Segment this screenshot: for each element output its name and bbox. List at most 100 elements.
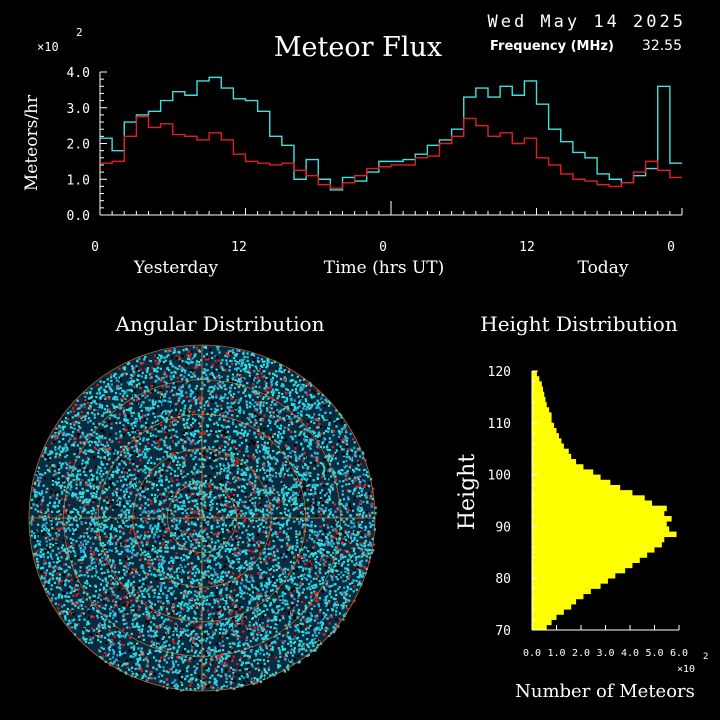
angular-dot (347, 572, 350, 575)
angular-dot (208, 581, 211, 584)
angular-dot (95, 471, 99, 474)
angular-dot (292, 572, 295, 575)
angular-dot (315, 536, 318, 539)
angular-dot (362, 511, 365, 514)
angular-dot (53, 569, 56, 572)
angular-dot (357, 505, 360, 508)
angular-dot (209, 508, 212, 512)
angular-dot (213, 430, 216, 433)
angular-dot (278, 412, 281, 415)
angular-dot (202, 410, 205, 414)
angular-dot (347, 498, 350, 501)
angular-dot (185, 667, 189, 670)
angular-dot (213, 369, 216, 372)
angular-dot (134, 598, 138, 602)
angular-dot (82, 470, 86, 473)
angular-dot (360, 526, 363, 530)
angular-dot (265, 447, 268, 451)
angular-dot (150, 376, 153, 379)
angular-dot (335, 575, 338, 579)
angular-dot (330, 616, 333, 619)
angular-dot (162, 464, 165, 468)
angular-dot (176, 376, 179, 380)
angular-dot (348, 540, 352, 543)
angular-dot (157, 515, 160, 518)
angular-dot (273, 627, 276, 630)
angular-dot (244, 429, 247, 432)
angular-dot (211, 356, 214, 360)
angular-dot (320, 627, 324, 630)
angular-dot (230, 677, 234, 680)
angular-dot (156, 527, 159, 531)
angular-dot (208, 391, 211, 394)
angular-dot (251, 414, 254, 417)
angular-dot (208, 485, 211, 488)
angular-dot (313, 505, 316, 508)
angular-dot (99, 380, 102, 383)
angular-dot (347, 586, 350, 590)
angular-dot (196, 590, 199, 593)
angular-dot (190, 440, 193, 443)
angular-dot (178, 463, 181, 466)
angular-dot (262, 401, 265, 404)
angular-dot (349, 472, 352, 476)
angular-dot (220, 541, 223, 544)
angular-dot (169, 462, 172, 465)
angular-dot (258, 508, 262, 511)
angular-dot (83, 397, 86, 400)
angular-dot (169, 493, 173, 496)
angular-dot (297, 395, 300, 398)
angular-dot (204, 539, 207, 543)
angular-dot (115, 503, 119, 507)
angular-dot (159, 537, 162, 540)
angular-dot (349, 464, 352, 467)
angular-dot (309, 489, 313, 492)
angular-dot (201, 555, 205, 558)
angular-dot (213, 422, 216, 426)
angular-dot (276, 388, 279, 392)
angular-dot (178, 602, 181, 605)
angular-dot (81, 549, 85, 552)
angular-dot (223, 537, 226, 540)
angular-dot (221, 397, 224, 400)
angular-dot (113, 489, 116, 492)
angular-dot (306, 587, 309, 590)
angular-dot (309, 596, 313, 599)
angular-dot (252, 629, 255, 632)
angular-dot (320, 620, 323, 623)
angular-dot (225, 441, 228, 444)
angular-dot (317, 439, 320, 442)
angular-dot (154, 409, 157, 413)
angular-dot (225, 387, 228, 391)
angular-dot (196, 589, 199, 592)
angular-dot (318, 631, 321, 635)
angular-dot (209, 685, 213, 689)
angular-dot (303, 546, 306, 549)
angular-dot (173, 506, 176, 509)
angular-dot (348, 466, 351, 469)
angular-dot (345, 589, 349, 593)
angular-dot (206, 506, 209, 510)
angular-dot (226, 490, 229, 493)
angular-dot (356, 576, 359, 579)
angular-dot (201, 531, 204, 534)
angular-dot (100, 506, 104, 509)
angular-dot (340, 564, 344, 567)
angular-dot (275, 380, 279, 384)
angular-dot (109, 612, 112, 615)
angular-dot (250, 575, 253, 579)
angular-dot (208, 512, 211, 515)
angular-dot (225, 675, 228, 678)
angular-dot (336, 462, 340, 465)
angular-dot (364, 539, 367, 542)
angular-dot (267, 547, 270, 551)
angular-dot (282, 417, 286, 420)
angular-dot (143, 673, 146, 676)
angular-dot (144, 445, 147, 448)
angular-dot (182, 442, 185, 445)
angular-dot (323, 599, 326, 602)
angular-dot (72, 543, 75, 546)
angular-dot (329, 402, 332, 405)
angular-dot (70, 587, 74, 590)
angular-dot (88, 444, 92, 447)
